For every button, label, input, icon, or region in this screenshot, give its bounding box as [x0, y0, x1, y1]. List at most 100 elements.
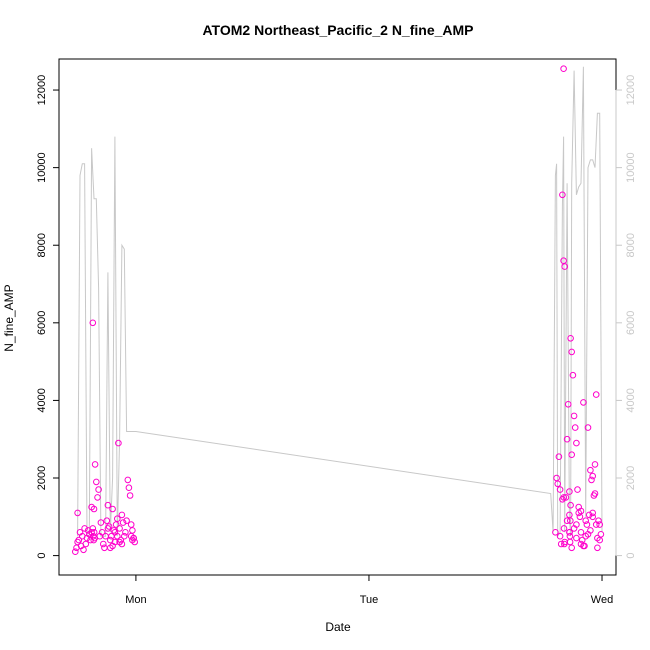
- data-point: [556, 532, 564, 540]
- data-point: [114, 515, 121, 523]
- data-point: [118, 511, 126, 519]
- data-point: [577, 507, 585, 515]
- y-tick-label-left: 8000: [36, 233, 48, 257]
- data-point: [587, 527, 594, 534]
- data-point: [563, 517, 571, 525]
- chart-title: ATOM2 Northeast_Pacific_2 N_fine_AMP: [202, 22, 473, 38]
- data-point: [569, 371, 577, 379]
- data-point: [560, 494, 568, 501]
- data-point: [559, 191, 566, 199]
- y-tick-label-right: 10000: [625, 152, 637, 183]
- data-point: [589, 472, 597, 480]
- data-point: [589, 513, 597, 521]
- data-point: [573, 439, 580, 447]
- data-point: [583, 521, 591, 528]
- data-point: [88, 503, 95, 511]
- axes-layer: 0 2000 4000 6000 8000 10000 12000 0 2000 4000 6000…: [36, 75, 637, 606]
- data-point: [584, 424, 592, 431]
- series-line: [77, 66, 603, 538]
- data-point: [89, 319, 97, 327]
- data-point: [93, 478, 100, 486]
- data-point: [567, 501, 574, 509]
- data-point: [109, 542, 116, 550]
- y-tick-label-right: 12000: [625, 75, 637, 106]
- y-tick-label-left: 2000: [36, 466, 48, 490]
- data-point: [104, 501, 112, 509]
- data-point: [555, 453, 563, 461]
- x-axis-label: Date: [325, 620, 351, 634]
- data-point: [595, 517, 602, 525]
- data-point: [115, 439, 122, 447]
- data-point: [559, 496, 566, 503]
- data-point: [103, 517, 111, 525]
- data-point: [552, 529, 559, 536]
- data-point: [130, 534, 137, 542]
- y-tick-label-left: 12000: [36, 75, 48, 106]
- data-point: [577, 529, 585, 536]
- data-point: [121, 532, 128, 540]
- data-point: [563, 435, 571, 443]
- data-point: [116, 525, 123, 532]
- y-tick-label-right: 0: [625, 553, 637, 559]
- data-point: [94, 494, 101, 501]
- data-point: [580, 542, 587, 550]
- y-tick-label-right: 4000: [625, 388, 637, 412]
- data-point: [123, 517, 130, 525]
- data-point: [561, 540, 568, 548]
- data-point: [72, 548, 79, 556]
- data-point: [122, 529, 129, 536]
- data-point: [574, 486, 581, 493]
- data-point: [116, 538, 123, 546]
- data-point: [104, 525, 112, 532]
- data-point: [88, 529, 95, 536]
- data-point: [589, 509, 597, 517]
- data-point: [564, 401, 572, 408]
- y-tick-label-left: 0: [36, 553, 48, 559]
- data-point: [568, 544, 576, 552]
- data-point: [556, 486, 564, 493]
- data-point: [125, 484, 133, 492]
- data-point: [568, 348, 576, 356]
- data-point: [570, 412, 578, 420]
- data-point: [119, 519, 127, 526]
- data-point: [585, 511, 593, 519]
- plot-layer: [72, 65, 605, 556]
- y-tick-label-left: 10000: [36, 152, 48, 183]
- data-point: [80, 546, 87, 554]
- data-point: [82, 540, 90, 548]
- data-point: [89, 525, 97, 532]
- data-point: [114, 532, 121, 540]
- data-point: [97, 519, 105, 526]
- data-point: [568, 451, 576, 459]
- data-point: [98, 529, 106, 536]
- data-point: [562, 494, 570, 501]
- data-point: [560, 525, 568, 532]
- data-point: [554, 480, 562, 488]
- data-point: [75, 536, 83, 544]
- data-point: [594, 534, 601, 542]
- y-tick-label-right: 6000: [625, 311, 637, 335]
- data-point: [100, 540, 107, 548]
- y-tick-label-left: 4000: [36, 388, 48, 412]
- data-point: [594, 544, 601, 552]
- data-point: [567, 335, 574, 342]
- data-point: [557, 540, 565, 548]
- data-point: [91, 534, 98, 542]
- data-point: [580, 399, 587, 406]
- data-point: [573, 521, 580, 528]
- data-point: [591, 461, 599, 468]
- data-point: [588, 476, 595, 484]
- x-tick-label: Tue: [360, 594, 379, 606]
- data-point: [582, 517, 590, 525]
- data-point: [109, 505, 116, 513]
- x-tick-label: Wed: [591, 594, 613, 606]
- data-point: [566, 529, 573, 536]
- y-tick-label-left: 6000: [36, 311, 48, 335]
- data-point: [597, 531, 605, 538]
- data-point: [592, 391, 600, 398]
- data-point: [566, 538, 574, 546]
- data-point: [74, 509, 81, 517]
- y-axis-label: N_fine_AMP: [2, 284, 16, 351]
- data-point: [566, 488, 573, 495]
